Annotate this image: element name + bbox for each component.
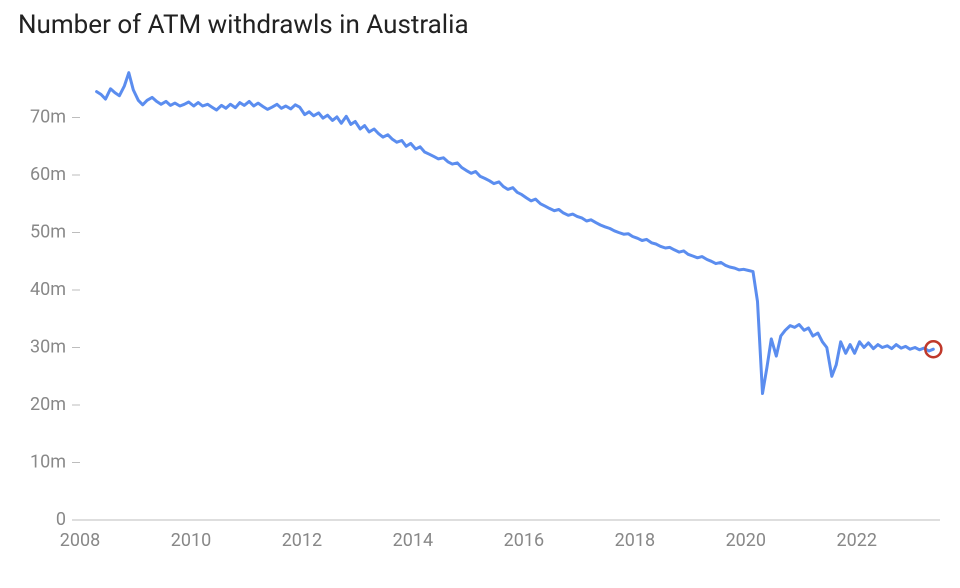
y-axis: 0 10m 20m 30m 40m 50m 60m 70m (30, 106, 80, 530)
x-axis: 2008 2010 2012 2014 2016 2018 2020 2022 (60, 520, 940, 551)
y-tick-label: 20m (30, 394, 66, 415)
y-tick-label: 10m (30, 451, 66, 472)
x-tick-label: 2010 (171, 530, 211, 551)
line-chart: Number of ATM withdrawls in Australia 01… (0, 0, 960, 588)
y-tick-label: 50m (30, 221, 66, 242)
y-tick-label: 60m (30, 164, 66, 185)
series-line (97, 73, 934, 394)
y-tick-label: 0 (56, 509, 66, 530)
x-tick-label: 2014 (393, 530, 433, 551)
x-tick-label: 2018 (615, 530, 655, 551)
y-tick-label: 40m (30, 279, 66, 300)
x-tick-label: 2012 (282, 530, 322, 551)
chart-svg: 010m20m30m40m50m60m70m 20082010201220142… (0, 0, 960, 588)
x-tick-label: 2020 (726, 530, 766, 551)
x-tick-label: 2022 (837, 530, 877, 551)
x-tick-label: 2008 (60, 530, 100, 551)
x-tick-label: 2016 (504, 530, 544, 551)
y-tick-label: 30m (30, 336, 66, 357)
y-tick-label: 70m (30, 106, 66, 127)
